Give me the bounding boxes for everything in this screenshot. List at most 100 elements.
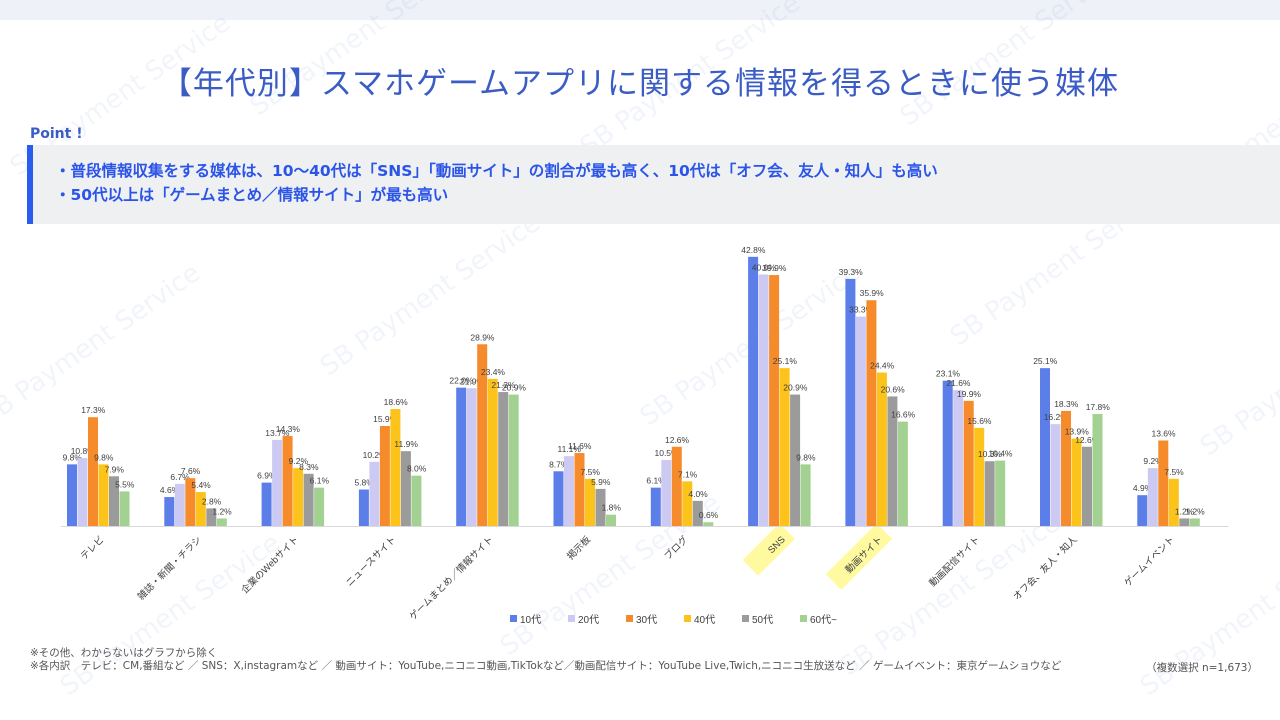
bar	[508, 394, 519, 526]
bar	[650, 487, 661, 526]
data-label: 39.3%	[839, 267, 864, 277]
bar	[1147, 468, 1158, 526]
data-label: 25.1%	[1033, 356, 1058, 366]
bar	[358, 489, 369, 526]
data-label: 13.6%	[1151, 428, 1176, 438]
bar	[477, 344, 488, 526]
data-label: 28.9%	[470, 332, 495, 342]
bar	[272, 439, 283, 526]
bar	[779, 368, 790, 526]
bar	[1179, 518, 1190, 526]
bar	[369, 461, 380, 526]
legend-label: 60代~	[810, 614, 837, 626]
bar	[1137, 495, 1148, 526]
bar	[216, 518, 227, 526]
bar	[1168, 478, 1179, 526]
data-label: 39.9%	[762, 263, 787, 273]
legend-label: 30代	[636, 614, 657, 626]
bar	[109, 476, 119, 526]
page-title: 【年代別】スマホゲームアプリに関する情報を得るときに使う媒体	[160, 66, 1120, 102]
category-highlight	[742, 523, 795, 576]
bar	[206, 508, 217, 526]
bar	[876, 372, 887, 526]
bar	[1061, 410, 1071, 526]
bar	[98, 464, 109, 526]
data-label: 5.9%	[591, 477, 611, 487]
bar	[1071, 438, 1082, 526]
data-label: 8.3%	[299, 462, 319, 472]
data-label: 11.1%	[558, 444, 582, 454]
legend-label: 10代	[520, 614, 541, 626]
bar	[174, 483, 185, 526]
data-label: 1.8%	[602, 503, 622, 513]
category-label: ゲームまとめ／情報サイト	[407, 534, 496, 623]
data-label: 23.4%	[481, 367, 506, 377]
legend-swatch	[626, 615, 633, 622]
bar	[963, 400, 974, 526]
top-band	[0, 0, 1280, 20]
point-label: Point !	[30, 126, 83, 142]
data-label: 16.2%	[1044, 412, 1069, 422]
bar	[164, 497, 175, 526]
bar	[790, 394, 801, 526]
point-box: ・普段情報収集をする媒体は、10～40代は「SNS」「動画サイト」の割合が最も高…	[27, 145, 1280, 224]
category-label: 動画配信サイト	[927, 534, 983, 590]
data-label: 10.2%	[363, 450, 388, 460]
legend-swatch	[800, 615, 807, 622]
bar	[564, 456, 574, 526]
data-label: 4.0%	[688, 489, 708, 499]
bar	[400, 451, 411, 526]
bar	[671, 446, 682, 526]
bar	[314, 487, 325, 526]
data-label: 11.9%	[394, 439, 418, 449]
data-label: 19.9%	[957, 389, 982, 399]
category-label: 雑誌・新聞・チラシ	[135, 534, 204, 603]
bar	[1040, 368, 1050, 526]
data-label: 16.6%	[891, 410, 916, 420]
category-highlight-box	[742, 523, 795, 576]
bar	[574, 453, 585, 526]
bar	[1189, 518, 1200, 526]
data-label: 5.8%	[354, 478, 374, 488]
data-label: 8.7%	[549, 459, 569, 469]
data-label: 11.6%	[568, 441, 592, 451]
data-label: 6.1%	[646, 476, 666, 486]
bar	[303, 473, 314, 526]
data-label: 10.8%	[71, 446, 96, 456]
data-label: 20.6%	[881, 384, 906, 394]
data-label: 7.1%	[678, 469, 698, 479]
data-label: 18.6%	[384, 397, 409, 407]
bar	[1050, 424, 1061, 526]
data-label: 4.9%	[1133, 483, 1153, 493]
data-label: 6.7%	[170, 472, 190, 482]
footnotes: ※その他、わからないはグラフから除く ※各内訳 テレビ：CM,番組など ／ SN…	[30, 647, 1061, 673]
data-label: 17.8%	[1086, 402, 1111, 412]
data-label: 14.3%	[276, 424, 301, 434]
bar	[466, 388, 477, 526]
bar	[682, 481, 693, 526]
bar	[553, 471, 564, 526]
data-label: 20.9%	[783, 383, 808, 393]
bar	[953, 390, 964, 526]
data-label: 35.9%	[860, 288, 885, 298]
bar	[293, 468, 304, 526]
bar	[845, 278, 856, 526]
data-label: 13.7%	[265, 428, 290, 438]
bar	[119, 491, 130, 526]
bar	[887, 396, 898, 526]
data-label: 22.0%	[449, 376, 474, 386]
data-label: 18.3%	[1054, 399, 1079, 409]
data-label: 21.9%	[460, 376, 485, 386]
category-label: オフ会、友人・知人	[1011, 533, 1080, 602]
bar	[88, 417, 98, 526]
data-label: 5.5%	[115, 479, 135, 489]
bar	[974, 427, 985, 526]
data-label: 10.3%	[978, 449, 1003, 459]
bar	[282, 436, 293, 526]
bar	[769, 275, 780, 526]
category-label: ゲームイベント	[1122, 534, 1177, 589]
category-highlight	[825, 523, 893, 590]
data-label: 40.0%	[752, 262, 777, 272]
footnote-2: ※各内訳 テレビ：CM,番組など ／ SNS：X,instagramなど ／ 動…	[30, 660, 1062, 672]
data-label: 5.4%	[191, 480, 211, 490]
